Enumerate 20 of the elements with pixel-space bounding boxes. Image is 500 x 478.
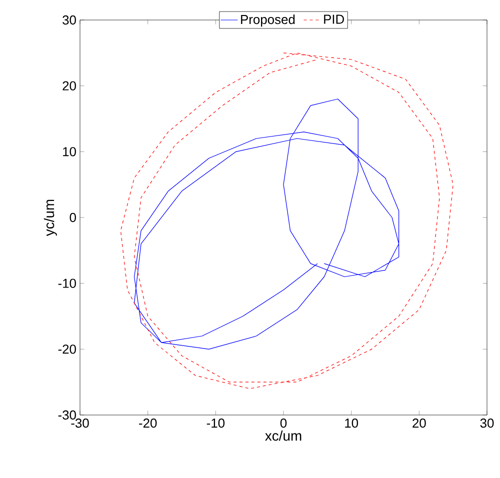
legend-label: PID [324,14,344,24]
y-tick-label: -20 [58,344,76,354]
x-tick-label: -20 [139,418,157,428]
x-tick-label: 30 [480,418,494,428]
y-tick-label: 10 [63,147,76,156]
x-tick-label: 10 [345,418,358,428]
legend-label: Proposed [241,14,295,27]
line-series [120,52,454,389]
x-tick-label: -10 [206,418,225,428]
x-axis-title: xc/um [265,430,302,441]
x-tick-label: 20 [412,418,426,428]
y-tick-label: -30 [58,410,76,420]
y-tick-label: 20 [62,81,76,90]
x-tick-label: 0 [280,418,287,428]
y-tick-label: 0 [70,212,76,222]
y-tick-label: 30 [62,15,76,25]
y-tick-label: -10 [58,278,76,288]
line-series [134,98,400,350]
y-axis-title: yc/um [44,200,57,236]
x-tick-label: -30 [71,418,89,428]
